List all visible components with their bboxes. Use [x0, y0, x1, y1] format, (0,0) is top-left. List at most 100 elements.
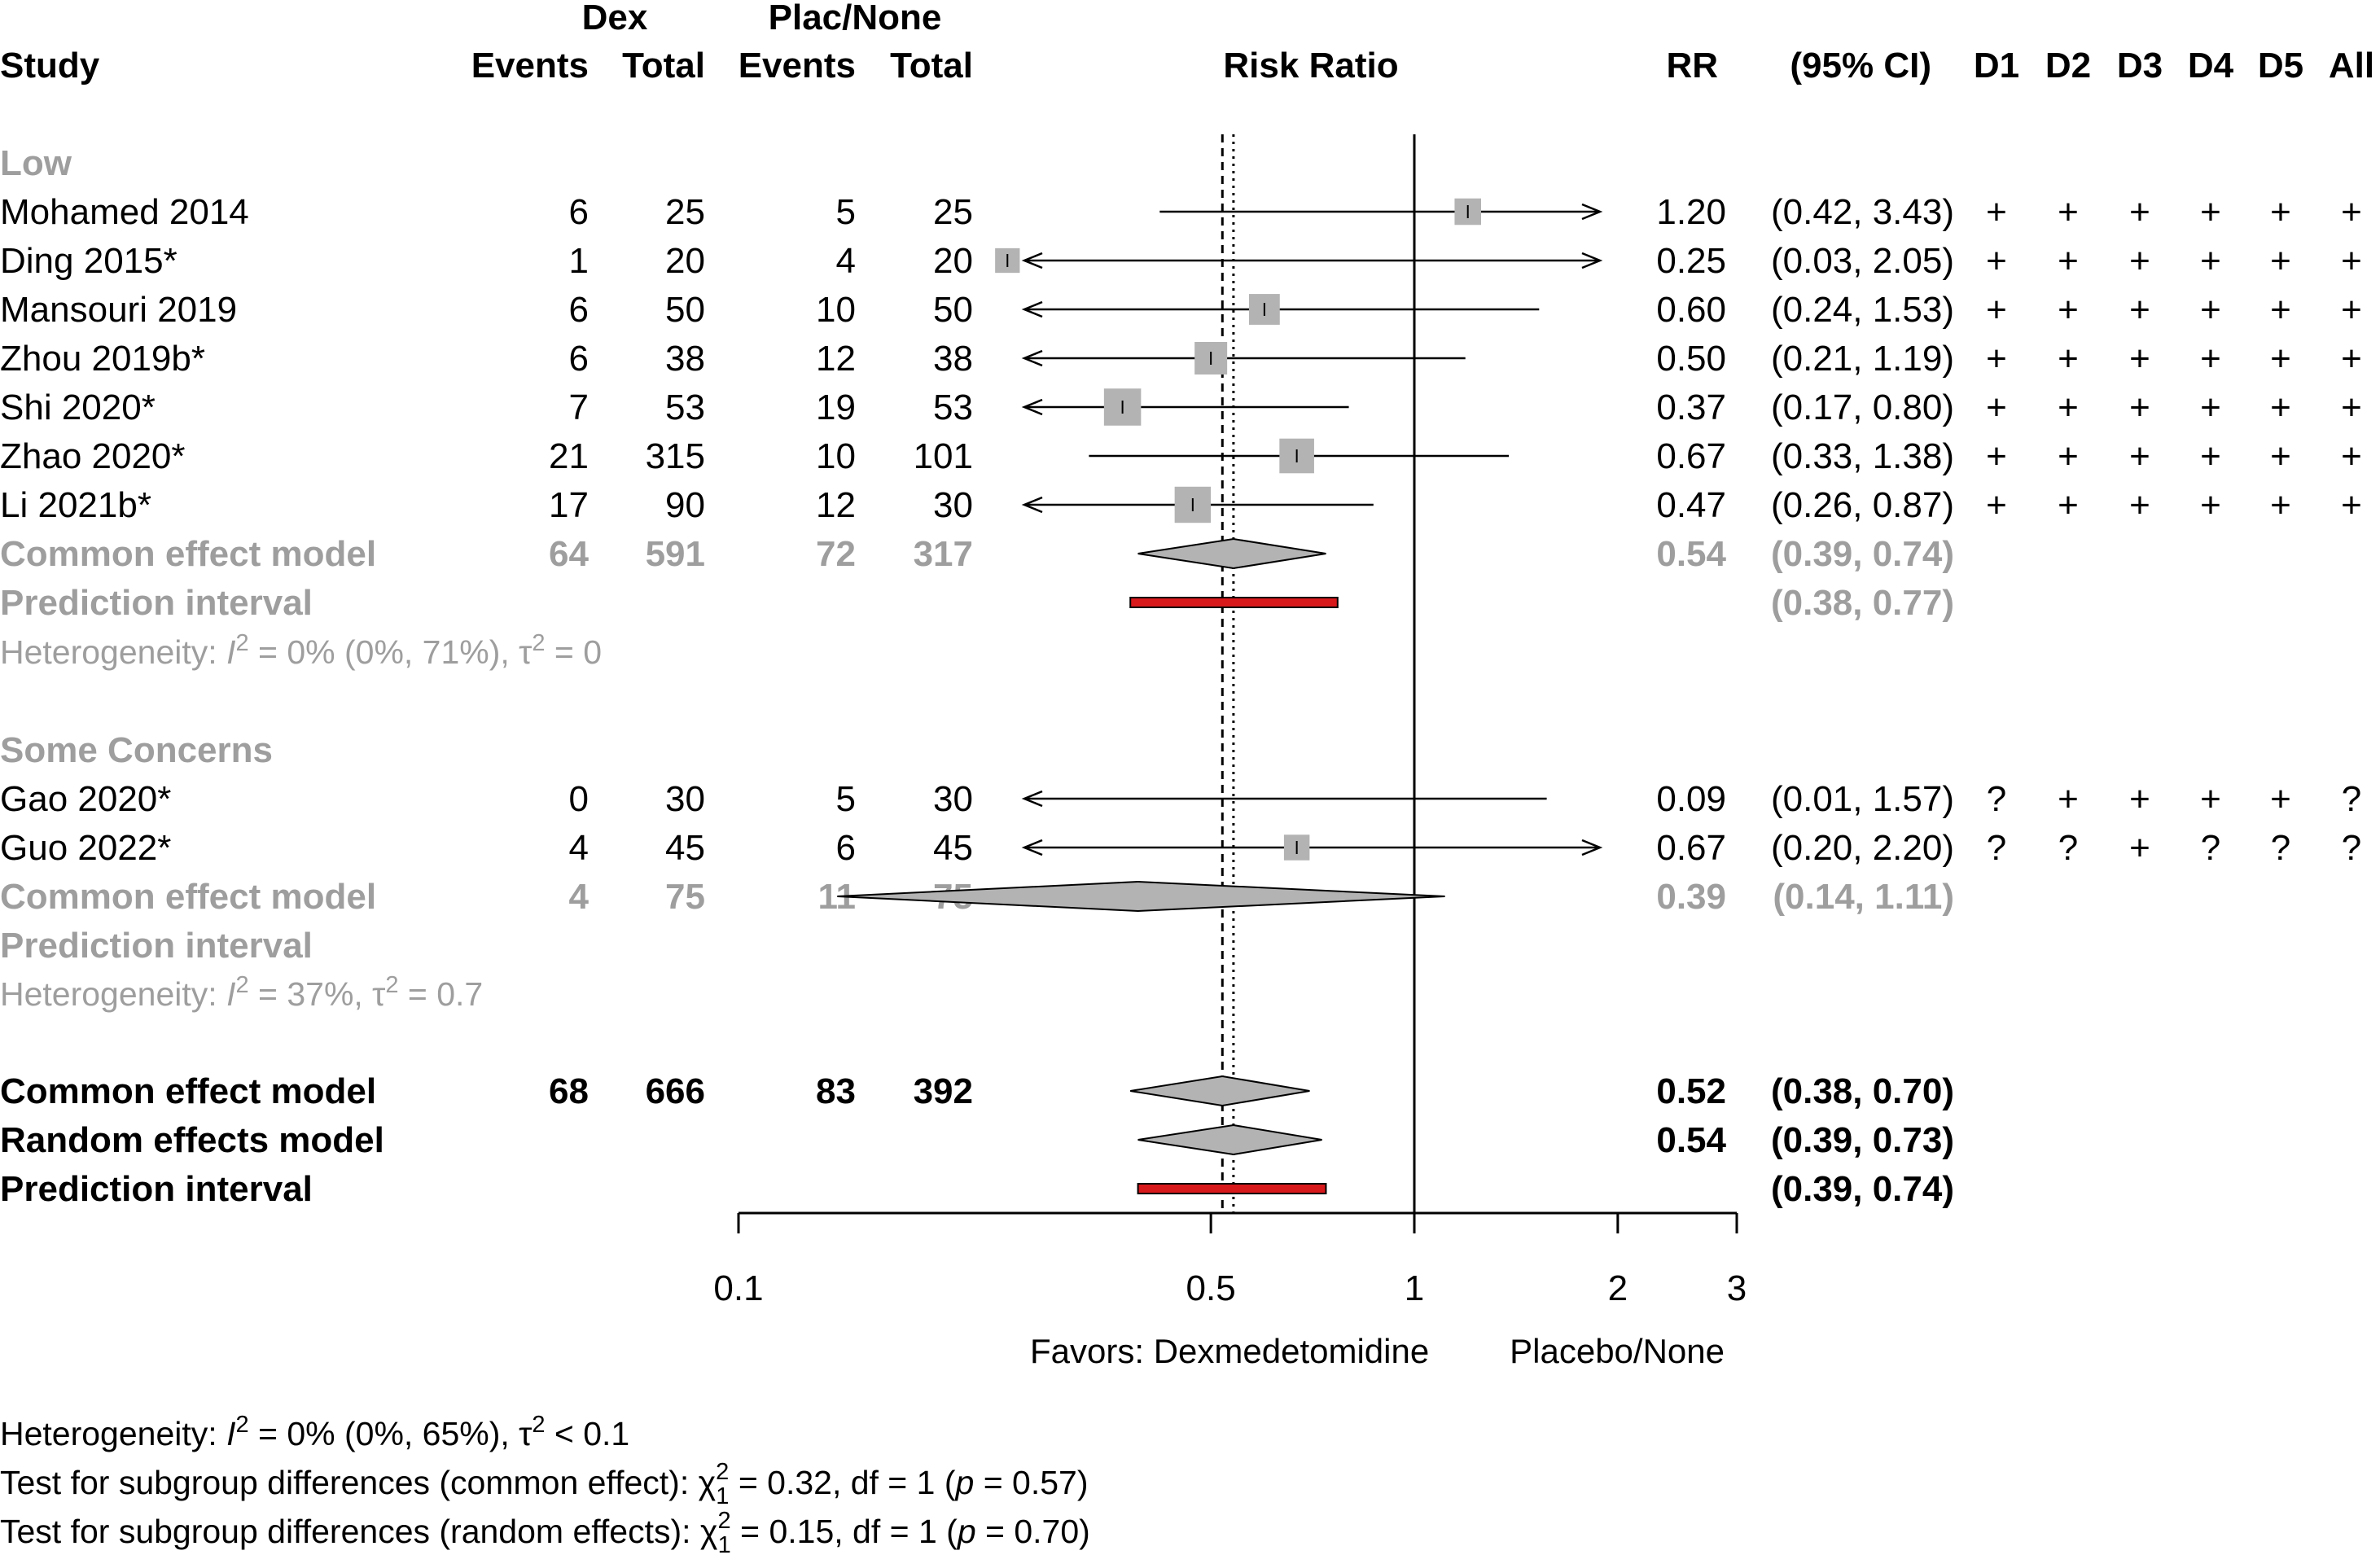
dex-total: 25 — [665, 192, 705, 232]
study-row: Ding 2015* 1 20 4 20 0.25 (0.03, 2.05) + + + + + + — [0, 241, 2362, 281]
study-row: Mansouri 2019 6 50 10 50 0.60 (0.24, 1.53) + + + +… — [0, 290, 2362, 330]
study-row: Li 2021b* 17 90 12 30 0.47 (0.26, 0.87) + + + + + + — [0, 485, 2362, 525]
summary-label: Common effect model — [0, 534, 376, 574]
rr-value: 0.52 — [1656, 1071, 1726, 1111]
rr-value: 0.67 — [1656, 828, 1726, 868]
favors-right-label: Placebo/None — [1510, 1332, 1725, 1370]
rr-value: 0.67 — [1656, 436, 1726, 476]
rr-header: RR — [1666, 46, 1718, 85]
ci-arrow-left — [1021, 398, 1043, 416]
study-name: Zhao 2020* — [0, 436, 186, 476]
dex-total: 75 — [665, 877, 705, 917]
rob-judgement: + — [2270, 388, 2291, 427]
rob-judgement: + — [2270, 339, 2291, 379]
dex-total-header: Total — [622, 46, 705, 85]
rob-judgement: ? — [2058, 828, 2078, 868]
study-column-header: Study — [0, 46, 100, 85]
rob-judgement: + — [2129, 779, 2150, 819]
rob-judgement: ? — [1987, 828, 2006, 868]
rob-judgement: + — [2341, 339, 2362, 379]
dex-total: 315 — [646, 436, 705, 476]
ci-arrow-right — [1581, 839, 1603, 856]
rob-judgement: + — [2341, 192, 2362, 232]
overall-common-diamond — [1130, 1075, 1310, 1107]
placebo-total: 101 — [914, 436, 973, 476]
placebo-total: 50 — [933, 290, 973, 330]
study-row: Zhao 2020* 21 315 10 101 0.67 (0.33, 1.38) + + + +… — [0, 436, 2362, 476]
rob-judgement: + — [2129, 339, 2150, 379]
study-name: Li 2021b* — [0, 485, 151, 525]
rob-judgement: + — [2200, 192, 2221, 232]
d2-header: D2 — [2045, 46, 2091, 85]
rob-judgement: + — [1986, 241, 2007, 281]
rob-judgement: ? — [1987, 779, 2006, 819]
dex-total: 45 — [665, 828, 705, 868]
subgroup-label: Some Concerns — [0, 730, 273, 770]
x-tick-label: 3 — [1727, 1268, 1747, 1308]
placebo-total: 53 — [933, 388, 973, 427]
study-row: Guo 2022* 4 45 6 45 0.67 (0.20, 2.20)?? +??? — [0, 828, 2361, 868]
rr-value: 0.47 — [1656, 485, 1726, 525]
ci-value: (0.14, 1.11) — [1773, 877, 1954, 917]
dex-total: 38 — [665, 339, 705, 379]
favors-left-label: Favors: Dexmedetomidine — [1030, 1332, 1429, 1370]
dex-events: 1 — [569, 241, 589, 281]
subgroup-low: Low — [0, 143, 72, 183]
placebo-events: 5 — [836, 779, 856, 819]
rob-judgement: + — [2058, 485, 2079, 525]
study-name: Gao 2020* — [0, 779, 171, 819]
dex-events: 6 — [569, 339, 589, 379]
d1-header: D1 — [1974, 46, 2019, 85]
dex-total: 90 — [665, 485, 705, 525]
dex-events-header: Events — [471, 46, 589, 85]
rob-judgement: + — [2270, 436, 2291, 476]
dex-group-header: Dex — [582, 0, 648, 37]
rob-judgement: + — [2200, 485, 2221, 525]
dex-total: 666 — [646, 1071, 705, 1111]
placebo-total: 25 — [933, 192, 973, 232]
overall-heterogeneity: Heterogeneity: I2 = 0% (0%, 65%), τ2 < 0… — [0, 1412, 629, 1452]
ci-value: (0.17, 0.80) — [1771, 388, 1954, 427]
rob-judgement: + — [2058, 339, 2079, 379]
summary-label: Common effect model — [0, 1071, 376, 1111]
rob-judgement: + — [2058, 290, 2079, 330]
rob-judgement: + — [1986, 290, 2007, 330]
subgroup-some-concerns: Some Concerns — [0, 730, 273, 770]
rr-value: 0.09 — [1656, 779, 1726, 819]
dex-events: 4 — [569, 828, 589, 868]
risk-ratio-header: Risk Ratio — [1223, 46, 1398, 85]
rob-judgement: + — [2200, 779, 2221, 819]
dex-total: 30 — [665, 779, 705, 819]
ci-arrow-left — [1021, 790, 1043, 808]
rob-judgement: ? — [2342, 779, 2361, 819]
study-row: Mohamed 2014 6 25 5 25 1.20 (0.42, 3.43) + + + + + + — [0, 192, 2362, 232]
subgroup-prediction-bar — [1129, 597, 1339, 608]
rob-judgement: + — [2129, 388, 2150, 427]
subgroup-label: Low — [0, 143, 72, 183]
all-header: All — [2329, 46, 2374, 85]
rob-judgement: + — [2058, 779, 2079, 819]
placebo-total: 30 — [933, 485, 973, 525]
ci-value: (0.38, 0.70) — [1771, 1071, 1954, 1111]
placebo-total-header: Total — [890, 46, 973, 85]
rob-judgement: + — [2200, 339, 2221, 379]
summary-label: Common effect model — [0, 877, 376, 917]
overall-random-effects-row: Random effects model 0.54 (0.39, 0.73) — [0, 1120, 1954, 1160]
ci-arrow-left — [1021, 839, 1043, 856]
study-row: Shi 2020* 7 53 19 53 0.37 (0.17, 0.80) + + + + + + — [0, 388, 2362, 427]
ci-arrow-right — [1581, 203, 1603, 221]
rob-judgement: + — [1986, 485, 2007, 525]
dex-events: 7 — [569, 388, 589, 427]
ci-value: (0.42, 3.43) — [1771, 192, 1954, 232]
dex-total: 591 — [646, 534, 705, 574]
x-tick-label: 0.5 — [1186, 1268, 1236, 1308]
dex-total: 50 — [665, 290, 705, 330]
dex-events: 0 — [569, 779, 589, 819]
dex-total: 53 — [665, 388, 705, 427]
subgroup-prediction-row: Prediction interval (0.38, 0.77) — [0, 583, 1954, 623]
subgroup-common-diamond — [837, 880, 1445, 913]
overall-prediction-row: Prediction interval (0.39, 0.74) — [0, 1169, 1954, 1209]
rob-judgement: + — [2129, 192, 2150, 232]
placebo-total: 20 — [933, 241, 973, 281]
x-axis: 0.1 0.5 1 2 3 — [713, 1211, 1747, 1308]
